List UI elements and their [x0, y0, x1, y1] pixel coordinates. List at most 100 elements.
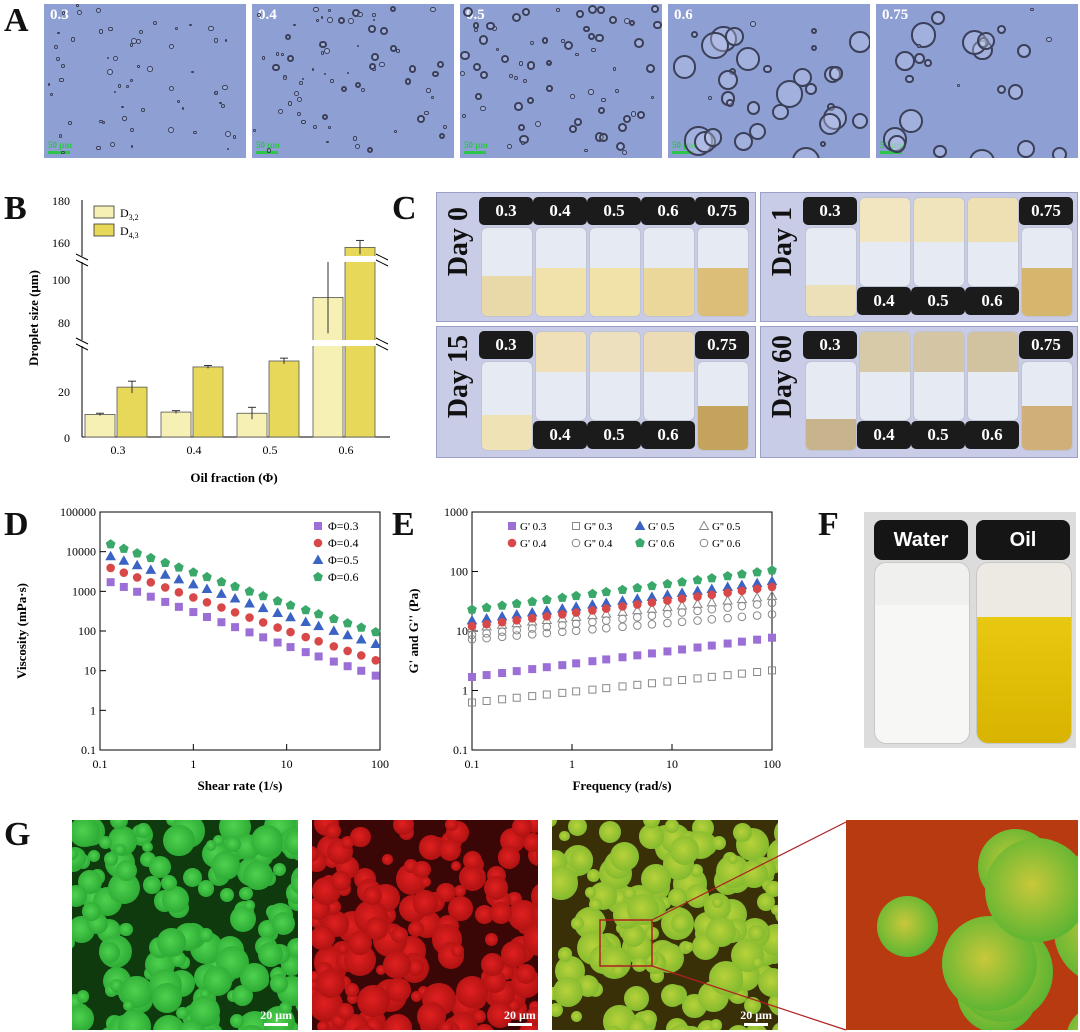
data-point	[678, 645, 687, 654]
data-point	[132, 548, 143, 558]
vial-cap-label: 0.6	[965, 287, 1019, 315]
data-point	[588, 617, 597, 627]
data-point	[482, 633, 491, 643]
data-point	[737, 569, 747, 579]
vial-cap-label: 0.4	[533, 197, 587, 225]
legend-label: Φ=0.5	[328, 553, 359, 567]
vial-cap-label: 0.6	[641, 197, 695, 225]
data-point	[737, 601, 747, 611]
panel-label-e: E	[392, 506, 415, 543]
data-point	[737, 669, 746, 678]
data-point	[273, 638, 282, 647]
data-point	[693, 674, 702, 683]
data-point	[161, 597, 170, 606]
x-tick-label: 100	[371, 757, 389, 771]
data-point	[174, 562, 184, 572]
micrograph-0.75: 0.75 50 μm	[876, 4, 1078, 158]
bar	[160, 411, 192, 438]
data-point	[663, 596, 672, 605]
data-point	[119, 582, 128, 591]
data-point	[145, 564, 157, 574]
bar	[268, 360, 300, 438]
data-point	[498, 669, 507, 678]
data-point	[300, 616, 312, 627]
data-point	[189, 593, 198, 602]
data-point	[512, 693, 521, 702]
data-point	[343, 662, 352, 671]
data-point	[558, 661, 567, 670]
series-points	[466, 565, 778, 707]
vial: 0.6	[965, 331, 1019, 451]
data-point	[571, 626, 581, 635]
vial-cap-label: 0.5	[587, 421, 641, 449]
x-tick-label: 100	[763, 757, 781, 771]
vial: 0.3	[479, 197, 533, 317]
data-point	[634, 520, 646, 530]
data-point	[527, 630, 537, 639]
micrograph-label: 0.6	[674, 7, 693, 23]
x-tick-label: 0.5	[263, 443, 278, 457]
vial: 0.5	[587, 331, 641, 451]
x-tick-label: 0.3	[111, 443, 126, 457]
water-cap-label: Water	[874, 520, 968, 560]
data-point	[632, 582, 643, 593]
chart-e-moduli: 0.1 1 10 100 0.1 1 10 100 1000 G' 0.3 G'' 0.3 G' 0…	[404, 505, 784, 808]
vial-cap-label: 0.6	[641, 421, 695, 449]
data-point	[189, 608, 198, 617]
vial-cap-label: 0.3	[803, 197, 857, 225]
data-point	[229, 593, 241, 603]
data-point	[497, 627, 507, 637]
data-point	[737, 612, 747, 622]
data-point	[558, 627, 567, 637]
scale-bar: 20 μm	[740, 1008, 772, 1026]
data-point	[512, 616, 522, 625]
data-point	[633, 680, 642, 689]
data-point	[698, 520, 710, 530]
series-points	[105, 539, 382, 680]
data-point	[272, 595, 283, 606]
data-point	[285, 611, 296, 622]
data-point	[119, 568, 129, 577]
vial-cap-label: 0.5	[911, 287, 965, 315]
chart-d-viscosity: 0.1 1 10 100 0.1 1 10 100 1000 10000 100000 Φ=0.3 Φ…	[14, 505, 394, 808]
y-axis-title: Droplet size (μm)	[26, 270, 41, 366]
data-point	[146, 577, 156, 587]
data-point	[174, 602, 183, 611]
data-point	[542, 622, 552, 632]
data-point	[286, 643, 295, 652]
data-point	[723, 639, 732, 648]
y-tick-label: 100	[450, 565, 468, 579]
data-point	[230, 608, 240, 617]
scale-bar: 20 μm	[260, 1008, 292, 1026]
data-point	[722, 571, 733, 581]
vial: 0.5	[911, 331, 965, 451]
data-point	[647, 598, 657, 607]
y-tick-label: 10	[84, 664, 96, 678]
data-point	[693, 606, 702, 616]
vial-cap-label: 0.3	[803, 331, 857, 359]
y-tick-label: 160	[52, 236, 70, 250]
scale-bar: 50 μm	[48, 140, 72, 154]
data-point	[313, 609, 324, 619]
data-point	[245, 613, 254, 622]
data-point	[313, 538, 323, 548]
data-point	[602, 655, 611, 664]
vial: 0.3	[803, 197, 857, 317]
data-point	[312, 554, 324, 564]
data-point	[314, 637, 323, 646]
data-point	[572, 522, 580, 530]
data-point	[328, 613, 339, 624]
data-point	[542, 690, 551, 699]
legend-label: Φ=0.4	[328, 536, 359, 550]
data-point	[244, 586, 255, 596]
legend-label: G' 0.3	[520, 521, 547, 533]
data-point	[647, 580, 657, 591]
data-point	[507, 538, 517, 548]
vial: 0.75	[695, 331, 749, 451]
legend-swatch-d43	[93, 223, 115, 237]
data-point	[467, 604, 477, 614]
axis-break	[74, 253, 394, 351]
data-point	[202, 598, 212, 607]
data-point	[752, 584, 762, 594]
legend-label: G'' 0.4	[584, 538, 613, 550]
